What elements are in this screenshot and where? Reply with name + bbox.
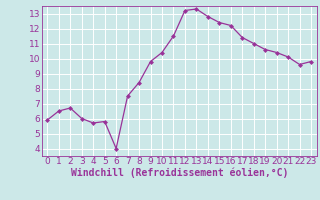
X-axis label: Windchill (Refroidissement éolien,°C): Windchill (Refroidissement éolien,°C)	[70, 168, 288, 178]
